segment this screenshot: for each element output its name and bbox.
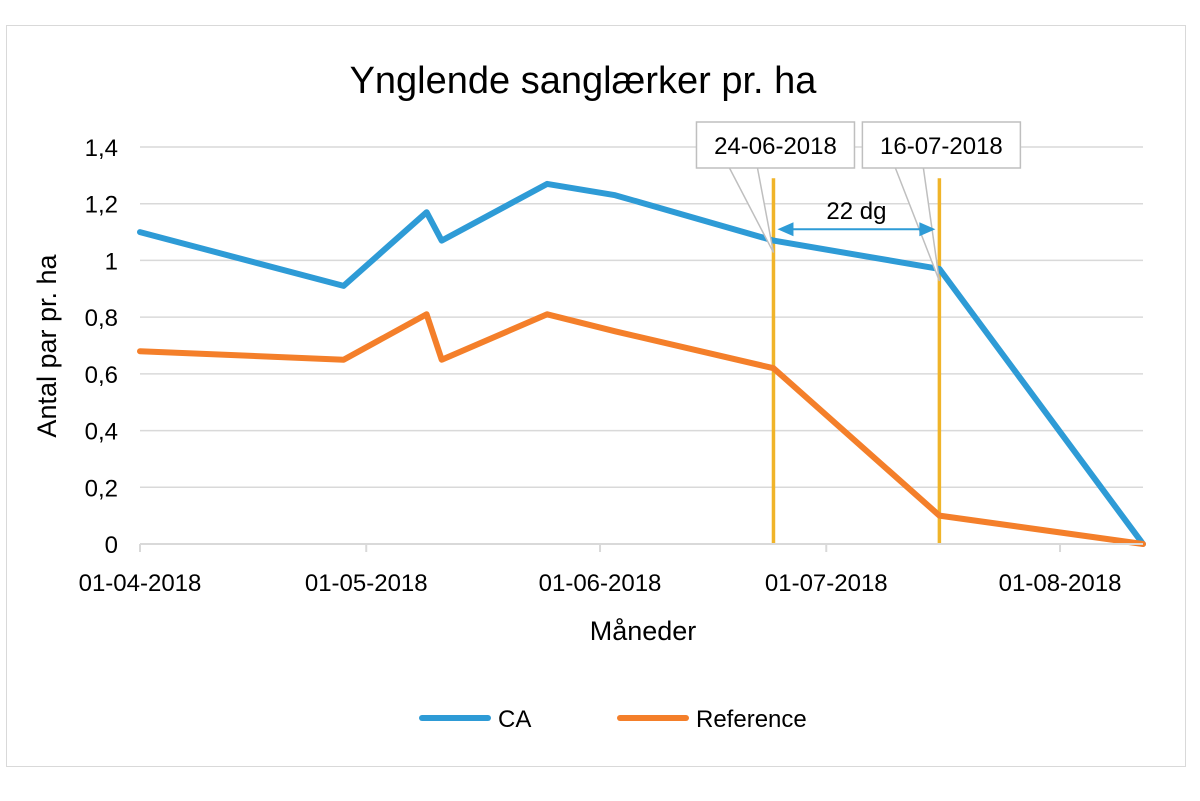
callout-box bbox=[861, 121, 1022, 169]
x-tick-label: 01-06-2018 bbox=[539, 570, 662, 597]
x-tick-label: 01-07-2018 bbox=[765, 570, 888, 597]
date-markers bbox=[771, 178, 942, 544]
date-callout: 16-07-2018 bbox=[861, 121, 1022, 282]
legend-label: Reference bbox=[696, 706, 807, 733]
x-tick-label: 01-04-2018 bbox=[79, 570, 202, 597]
callout-label: 16-07-2018 bbox=[880, 133, 1003, 160]
y-tick-label: 0 bbox=[105, 532, 118, 559]
chart-title: Ynglende sanglærker pr. ha bbox=[350, 60, 818, 102]
series-line-ca bbox=[137, 180, 1146, 547]
callout-pointer bbox=[728, 167, 775, 253]
y-tick-label: 0,2 bbox=[85, 475, 118, 502]
annotations: 24-06-2018 16-07-2018 22 dg bbox=[695, 121, 1022, 282]
callout-pointer bbox=[894, 167, 941, 282]
y-axis-label: Antal par pr. ha bbox=[32, 253, 62, 437]
x-axis-label: Måneder bbox=[590, 616, 697, 646]
date-callout: 24-06-2018 bbox=[695, 121, 856, 253]
y-tick-label: 0,8 bbox=[85, 305, 118, 332]
axes: 0 0,2 0,4 0,6 0,8 1 1,2 1,4 01-04-2018 01-05-2018… bbox=[79, 135, 1143, 597]
interval-label: 22 dg bbox=[826, 198, 886, 225]
grid-lines bbox=[140, 146, 1143, 489]
x-tick-label: 01-08-2018 bbox=[999, 570, 1122, 597]
x-tick-label: 01-05-2018 bbox=[305, 570, 428, 597]
callout-label: 24-06-2018 bbox=[714, 133, 837, 160]
y-tick-label: 1,2 bbox=[85, 192, 118, 219]
interval-arrowhead-left bbox=[777, 222, 794, 237]
series-lines bbox=[137, 180, 1146, 547]
y-tick-label: 0,6 bbox=[85, 362, 118, 389]
legend-label: CA bbox=[498, 706, 531, 733]
callout-box bbox=[695, 121, 856, 169]
y-tick-label: 1 bbox=[105, 248, 118, 275]
legend-item-ca: CA bbox=[419, 706, 531, 733]
series-line-reference bbox=[137, 311, 1146, 547]
legend: CA Reference bbox=[419, 706, 807, 733]
legend-item-reference: Reference bbox=[617, 706, 807, 733]
interval-arrow: 22 dg bbox=[777, 198, 936, 237]
y-tick-label: 1,4 bbox=[85, 135, 118, 162]
y-tick-label: 0,4 bbox=[85, 419, 118, 446]
interval-arrowhead-right bbox=[919, 222, 936, 237]
